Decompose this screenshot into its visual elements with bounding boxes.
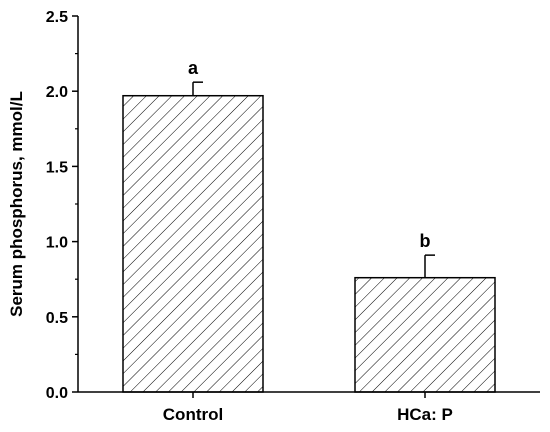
x-tick-label: HCa: P	[397, 405, 453, 424]
y-tick-label: 2.0	[46, 84, 68, 101]
bars-layer	[122, 81, 496, 393]
significance-label-1: b	[420, 231, 431, 251]
labels-layer: 0.0 0.5 1.0 1.5 2.0 2.5 a Control b HCa: P	[46, 9, 453, 424]
x-tick-label: Control	[163, 405, 223, 424]
y-tick-label: 0.0	[46, 385, 68, 402]
y-tick-label: 2.5	[46, 9, 68, 26]
axes-layer	[72, 15, 540, 398]
y-tick-label: 1.0	[46, 235, 68, 252]
y-tick-label: 0.5	[46, 310, 68, 327]
significance-label-0: a	[188, 58, 199, 78]
y-tick-label: 1.5	[46, 159, 68, 176]
bar-1	[354, 276, 496, 393]
y-axis-title: Serum phosphorus, mmol/L	[7, 91, 26, 317]
bar-0	[122, 94, 264, 393]
